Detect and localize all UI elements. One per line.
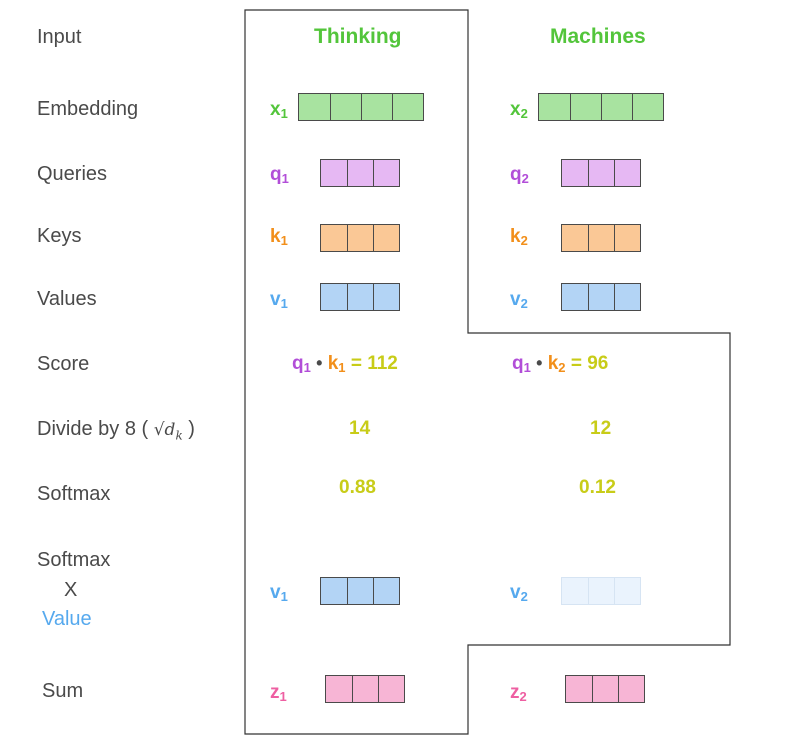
score-1-value: 112 xyxy=(367,353,398,374)
vector-cell xyxy=(588,160,614,186)
vector-cell xyxy=(326,676,352,702)
label-k2: k2 xyxy=(510,226,528,248)
vector-cell xyxy=(614,225,640,251)
vector-z1 xyxy=(325,675,405,703)
softmax-1: 0.88 xyxy=(339,477,376,498)
label-q1: q1 xyxy=(270,164,289,186)
vector-cell xyxy=(588,578,614,604)
vector-cell xyxy=(588,284,614,310)
vector-cell xyxy=(601,94,632,120)
row-label-softmax-x-value-1: Softmax xyxy=(37,549,111,571)
vector-cell xyxy=(373,160,399,186)
vector-z2 xyxy=(565,675,645,703)
vector-x2 xyxy=(538,93,664,121)
label-z2: z2 xyxy=(510,682,527,704)
row-label-queries: Queries xyxy=(37,163,108,185)
vector-cell xyxy=(539,94,570,120)
vector-cell xyxy=(361,94,392,120)
softmax-2: 0.12 xyxy=(579,477,616,498)
vector-cell xyxy=(330,94,361,120)
vector-weighted-v2 xyxy=(561,577,641,605)
vector-cell xyxy=(392,94,423,120)
vector-cell xyxy=(588,225,614,251)
vector-cell xyxy=(373,225,399,251)
vector-q1 xyxy=(320,159,400,187)
vector-weighted-v1 xyxy=(320,577,400,605)
vector-cell xyxy=(592,676,618,702)
label-weighted-v1: v1 xyxy=(270,582,288,604)
sqrt-dk: √dk xyxy=(153,420,183,443)
row-label-sum: Sum xyxy=(42,680,84,702)
score-1: q1 • k1 = 112 xyxy=(292,353,398,375)
row-label-score: Score xyxy=(37,353,90,375)
divided-2: 12 xyxy=(590,418,612,439)
vector-cell xyxy=(562,160,588,186)
label-v1: v1 xyxy=(270,289,288,311)
vector-cell xyxy=(614,284,640,310)
vector-cell xyxy=(299,94,330,120)
vector-k1 xyxy=(320,224,400,252)
vector-cell xyxy=(352,676,378,702)
label-z1: z1 xyxy=(270,682,287,704)
vector-cell xyxy=(347,284,373,310)
vector-cell xyxy=(618,676,644,702)
vector-cell xyxy=(562,284,588,310)
vector-cell xyxy=(373,284,399,310)
vector-cell xyxy=(321,578,347,604)
vector-cell xyxy=(562,225,588,251)
vector-cell xyxy=(347,578,373,604)
vector-cell xyxy=(347,160,373,186)
row-label-values: Values xyxy=(37,288,97,310)
row-label-softmax-x-value-3: Value xyxy=(42,608,92,630)
word-machines: Machines xyxy=(550,25,646,48)
score-2-value: 96 xyxy=(587,353,609,374)
vector-cell xyxy=(378,676,404,702)
vector-cell xyxy=(347,225,373,251)
row-label-input: Input xyxy=(37,26,82,48)
label-weighted-v2: v2 xyxy=(510,582,528,604)
vector-x1 xyxy=(298,93,424,121)
vector-v2 xyxy=(561,283,641,311)
vector-cell xyxy=(570,94,601,120)
row-label-embedding: Embedding xyxy=(37,98,139,120)
vector-cell xyxy=(562,578,588,604)
vector-q2 xyxy=(561,159,641,187)
divided-1: 14 xyxy=(349,418,371,439)
row-label-keys: Keys xyxy=(37,225,82,247)
vector-cell xyxy=(373,578,399,604)
score-2: q1 • k2 = 96 xyxy=(512,353,609,375)
vector-cell xyxy=(321,284,347,310)
vector-k2 xyxy=(561,224,641,252)
row-label-softmax-x-value-2: X xyxy=(64,579,78,601)
vector-cell xyxy=(632,94,663,120)
row-label-divide: Divide by 8 ( √dk ) xyxy=(37,418,195,442)
divide-suffix: ) xyxy=(188,418,195,440)
label-x2: x2 xyxy=(510,99,528,121)
label-v2: v2 xyxy=(510,289,528,311)
vector-cell xyxy=(321,225,347,251)
vector-v1 xyxy=(320,283,400,311)
divide-prefix: Divide by 8 ( xyxy=(37,418,149,440)
vector-cell xyxy=(614,160,640,186)
word-thinking: Thinking xyxy=(314,25,402,48)
label-q2: q2 xyxy=(510,164,529,186)
row-label-softmax: Softmax xyxy=(37,483,111,505)
vector-cell xyxy=(614,578,640,604)
vector-cell xyxy=(566,676,592,702)
vector-cell xyxy=(321,160,347,186)
label-x1: x1 xyxy=(270,99,288,121)
label-k1: k1 xyxy=(270,226,288,248)
